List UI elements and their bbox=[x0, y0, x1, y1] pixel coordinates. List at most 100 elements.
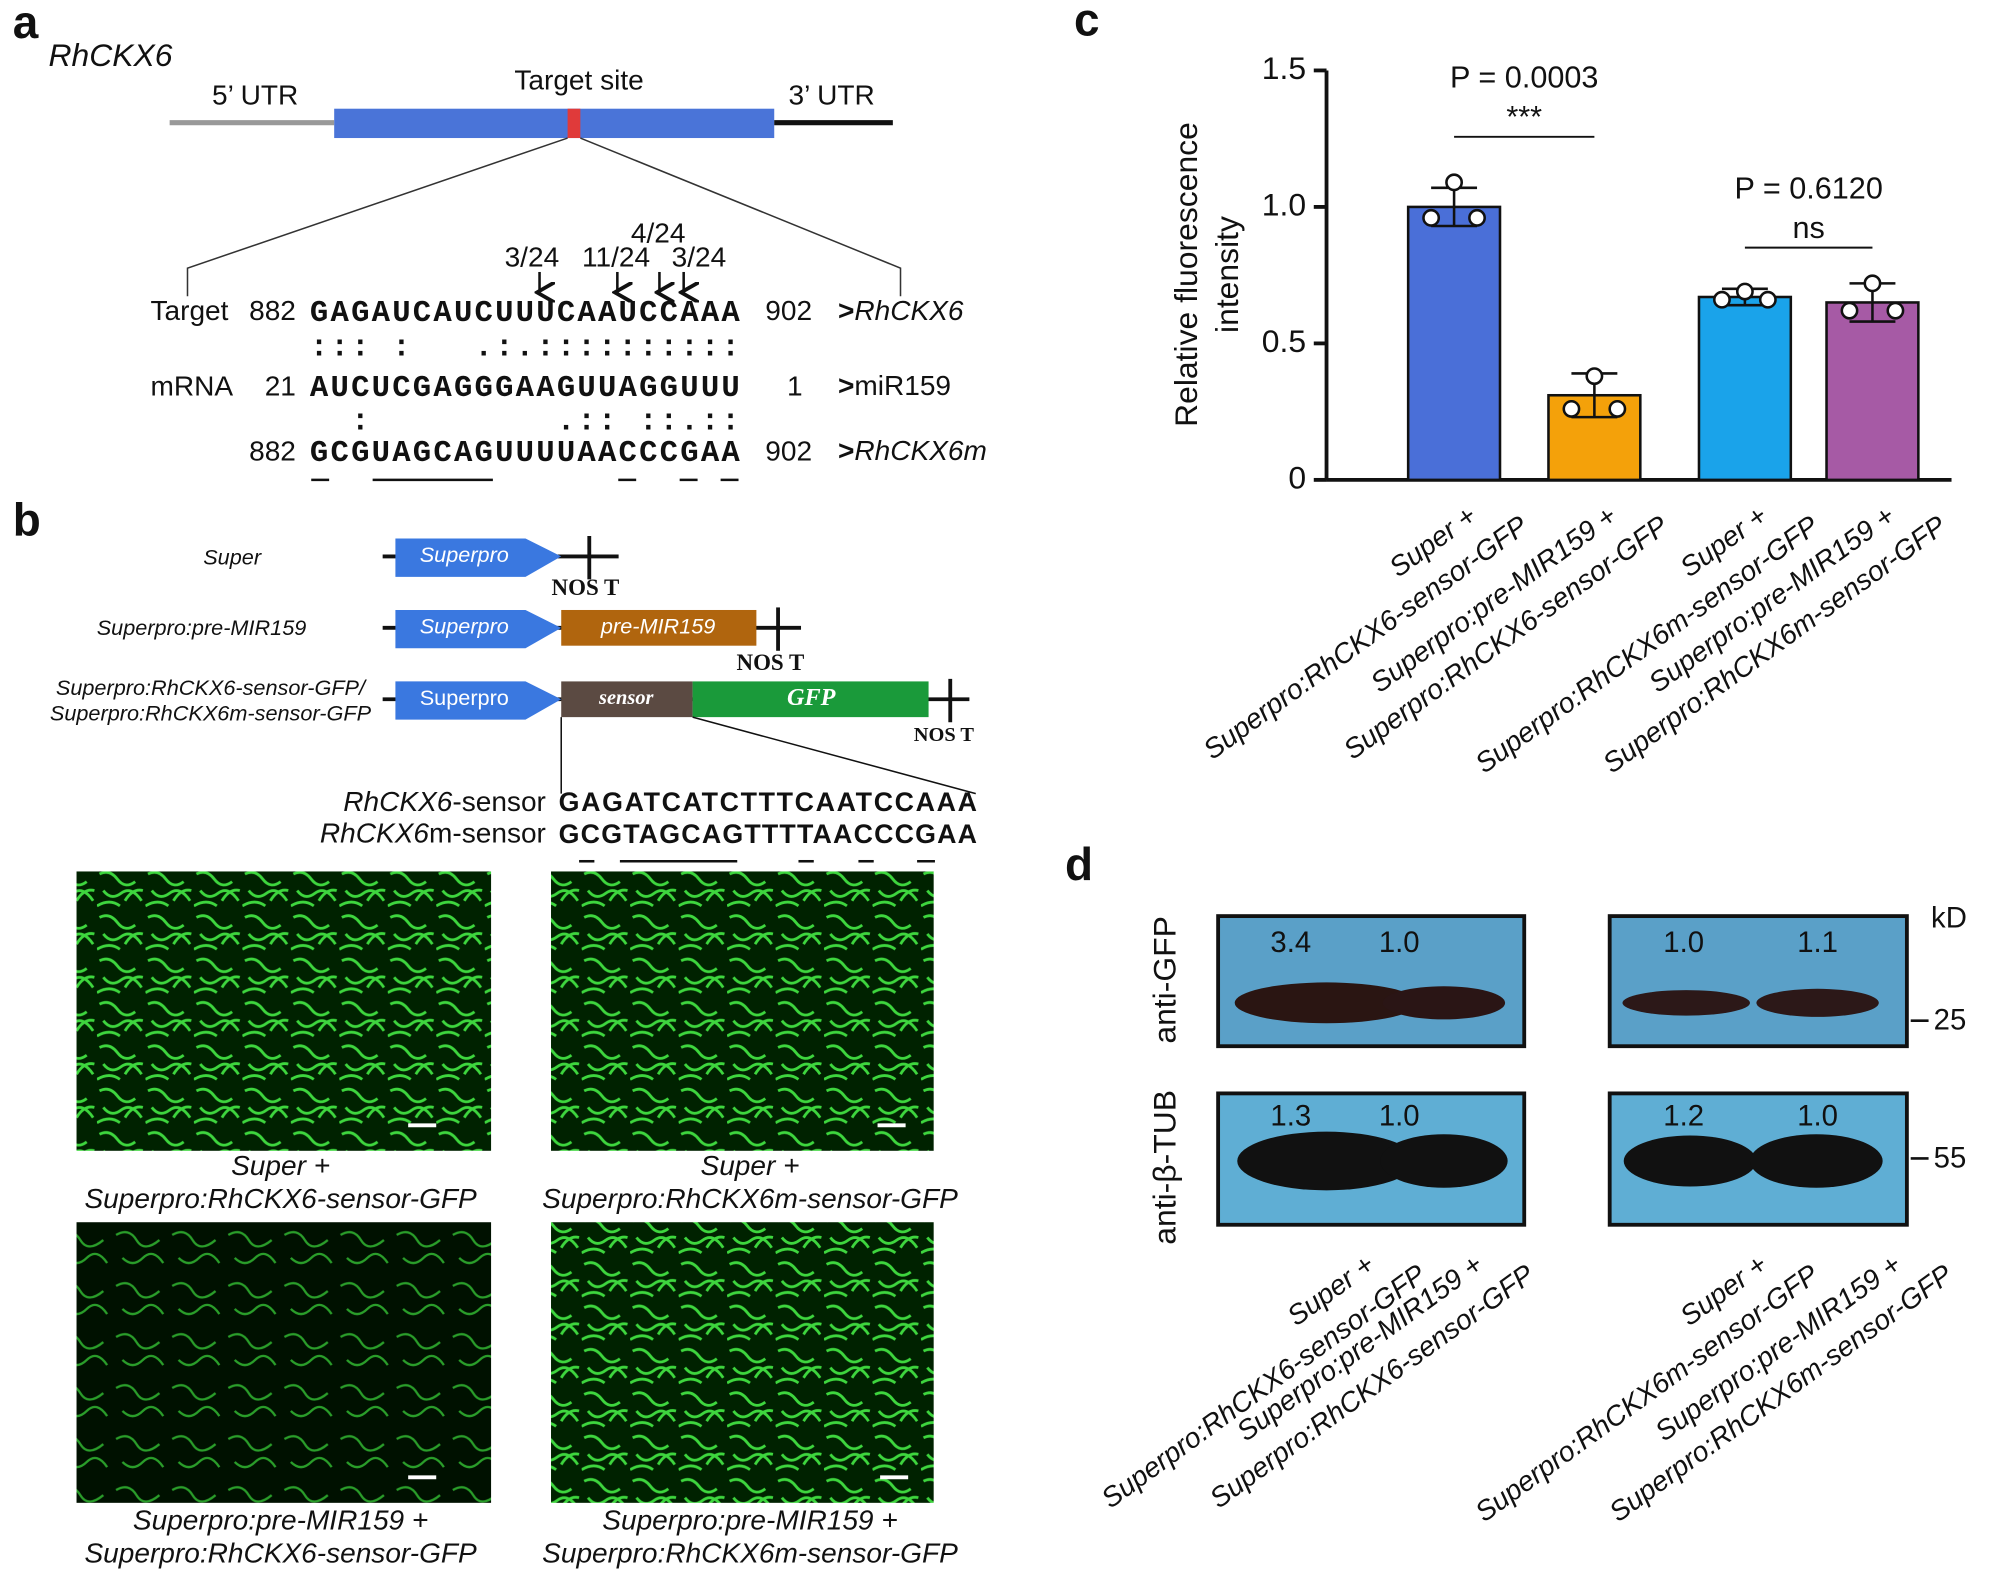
cleavage-label: 4/24 bbox=[631, 217, 686, 248]
row-mark: > bbox=[838, 435, 854, 466]
data-point bbox=[1863, 274, 1882, 293]
gene-title: RhCKX6 bbox=[48, 37, 172, 73]
promoter-label: Superpro bbox=[420, 685, 509, 710]
unit-label: kD bbox=[1931, 902, 1967, 935]
blot-value: 3.4 bbox=[1270, 926, 1311, 959]
y-tick-label: 1.0 bbox=[1262, 186, 1306, 222]
blot-value: 1.0 bbox=[1663, 926, 1704, 959]
data-point bbox=[1562, 399, 1581, 418]
blot-value: 1.1 bbox=[1797, 926, 1838, 959]
row-end: 902 bbox=[765, 435, 812, 466]
match-line: ::: : .:.:::::::::: bbox=[310, 331, 740, 365]
p-value: P = 0.6120 bbox=[1734, 171, 1882, 205]
gfp-label: GFP bbox=[787, 684, 836, 711]
row-name-text: RhCKX6 bbox=[854, 295, 964, 326]
panel-label: c bbox=[1074, 0, 1100, 45]
p-value: P = 0.0003 bbox=[1450, 60, 1598, 94]
caption: Superpro:RhCKX6-sensor-GFP bbox=[84, 1183, 477, 1214]
row-label: Target bbox=[151, 295, 229, 326]
row-mark: > bbox=[838, 295, 854, 326]
caption: Superpro:pre-MIR159 + bbox=[602, 1504, 897, 1535]
y-axis-label: intensity bbox=[1209, 216, 1245, 333]
row-start: 21 bbox=[265, 370, 296, 401]
data-point bbox=[1468, 208, 1486, 227]
caption: Superpro:RhCKX6m-sensor-GFP bbox=[542, 1183, 958, 1214]
blot-row-label: anti-GFP bbox=[1147, 916, 1183, 1044]
row-start: 882 bbox=[249, 435, 296, 466]
panel-label: a bbox=[13, 0, 39, 48]
pre-label: pre-MIR159 bbox=[600, 614, 715, 639]
row-name: >RhCKX6 bbox=[838, 295, 964, 326]
cds bbox=[334, 108, 775, 139]
blot-value: 1.0 bbox=[1379, 1099, 1420, 1132]
sensor-row-label: RhCKX6-sensor bbox=[343, 786, 546, 817]
sequence: AUCUCGAGGGAAGUUAGGUUU bbox=[310, 372, 740, 406]
micrographs bbox=[76, 871, 934, 1503]
data-point bbox=[1713, 290, 1731, 309]
target bbox=[567, 108, 581, 139]
bar bbox=[1697, 295, 1793, 482]
data-point bbox=[1422, 208, 1441, 227]
data-point bbox=[1585, 367, 1604, 386]
construct-label: Superpro:RhCKX6m-sensor-GFP bbox=[50, 700, 372, 725]
caption: Super + bbox=[700, 1150, 799, 1181]
sensor-sequences: RhCKX6-sensor GAGATCATCTTTCAATCCAAARhCKX6… bbox=[320, 786, 977, 849]
data-point bbox=[1735, 282, 1754, 301]
bar bbox=[1406, 205, 1502, 482]
y-tick-label: 0.5 bbox=[1262, 323, 1306, 359]
row-name-text: RhCKX6m bbox=[854, 435, 986, 466]
y-tick-label: 1.5 bbox=[1262, 50, 1306, 86]
utr-label: 3’ UTR bbox=[789, 80, 875, 111]
construct-label: Superpro:RhCKX6-sensor-GFP/ bbox=[56, 675, 367, 700]
terminator-label: NOS T bbox=[914, 724, 975, 746]
row-name-text: miR159 bbox=[854, 370, 951, 401]
target-label: Target site bbox=[514, 64, 643, 95]
bar bbox=[1825, 301, 1920, 482]
suffix: m-sensor bbox=[429, 818, 546, 849]
terminator-label: NOS T bbox=[737, 650, 805, 675]
row-label: mRNA bbox=[151, 370, 234, 401]
data-point bbox=[1886, 301, 1905, 320]
arrows bbox=[540, 271, 684, 292]
y-axis-label: Relative fluorescence bbox=[1168, 122, 1204, 427]
zoom-lines bbox=[186, 137, 902, 297]
promoter-label: Superpro bbox=[420, 614, 509, 639]
marker-label: 25 bbox=[1934, 1004, 1967, 1037]
match-line: : .:: ::.:: bbox=[310, 405, 740, 439]
sequence: GCGUAGCAGUUUUAACCCGAA bbox=[310, 437, 740, 471]
sensor-row-label: RhCKX6m-sensor bbox=[320, 818, 546, 849]
sequence: GAGAUCAUCUUUCAAUCCAAA bbox=[310, 297, 740, 331]
blots bbox=[1216, 914, 1929, 1227]
data-point bbox=[1608, 399, 1627, 418]
promoter-label: Superpro bbox=[420, 542, 509, 567]
data-point bbox=[1840, 301, 1859, 320]
blot-value: 1.2 bbox=[1663, 1099, 1704, 1132]
cleavage-label: 3/24 bbox=[505, 242, 560, 273]
construct-label: Superpro:pre-MIR159 bbox=[97, 615, 307, 640]
blot-value: 1.0 bbox=[1797, 1099, 1838, 1132]
terminator-label: NOS T bbox=[552, 575, 620, 600]
panel-label: d bbox=[1065, 838, 1093, 890]
row-end: 1 bbox=[787, 370, 803, 401]
y-tick-label: 0 bbox=[1288, 459, 1306, 495]
sensor-sequence: GCGTAGCAGTTTTAACCCGAA bbox=[559, 819, 977, 849]
significance-mark: ns bbox=[1793, 211, 1825, 245]
data-point bbox=[1445, 173, 1464, 192]
suffix: -sensor bbox=[452, 786, 546, 817]
sensor-label: sensor bbox=[598, 687, 654, 709]
cleavage-label: 11/24 bbox=[582, 242, 650, 273]
construct-label: Super bbox=[203, 545, 262, 570]
bar-chart: 0 0.5 1.0 1.5 Relative fluorescence intensity… bbox=[1168, 50, 1952, 779]
gene: RhCKX6 bbox=[343, 786, 453, 817]
blot-row-label: anti-β-TUB bbox=[1147, 1090, 1183, 1245]
row-name: >miR159 bbox=[838, 370, 951, 401]
gene: RhCKX6 bbox=[320, 818, 430, 849]
significance-mark: *** bbox=[1506, 100, 1542, 134]
row-start: 882 bbox=[249, 295, 296, 326]
blot-value: 1.3 bbox=[1270, 1099, 1311, 1132]
panel-label: b bbox=[13, 493, 41, 545]
data-point bbox=[1758, 290, 1777, 309]
row-name: >RhCKX6m bbox=[838, 435, 987, 466]
